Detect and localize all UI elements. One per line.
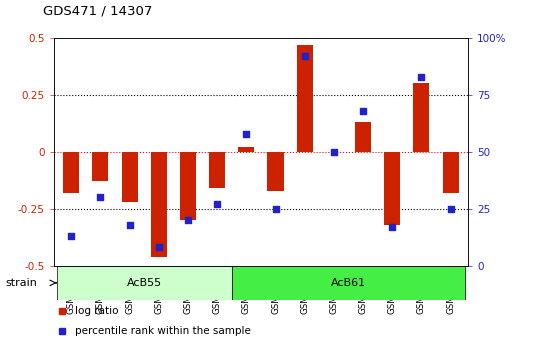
Bar	[267, 152, 284, 190]
Bar	[63, 152, 79, 193]
Bar	[122, 152, 138, 202]
Point	[330, 149, 338, 155]
Point	[446, 206, 455, 211]
Point	[154, 245, 163, 250]
Text: percentile rank within the sample: percentile rank within the sample	[74, 326, 250, 336]
Bar	[413, 83, 429, 152]
Point	[125, 222, 134, 227]
Point	[213, 201, 222, 207]
Text: GDS471 / 14307: GDS471 / 14307	[43, 4, 152, 17]
Point	[67, 233, 76, 239]
Text: log ratio: log ratio	[74, 306, 118, 315]
Bar	[180, 152, 196, 220]
Point	[96, 195, 105, 200]
Bar	[443, 152, 458, 193]
Text: strain: strain	[5, 278, 37, 288]
Bar	[384, 152, 400, 225]
Bar	[151, 152, 167, 257]
Bar	[232, 266, 465, 300]
Bar	[355, 122, 371, 152]
Bar	[238, 147, 254, 152]
Text: AcB61: AcB61	[331, 278, 366, 288]
Text: AcB55: AcB55	[126, 278, 162, 288]
Bar	[209, 152, 225, 188]
Point	[271, 206, 280, 211]
Bar	[296, 45, 313, 152]
Point	[242, 131, 251, 136]
Point	[183, 217, 192, 223]
Point	[388, 224, 397, 230]
Point	[417, 74, 426, 79]
Point	[359, 108, 367, 114]
Bar	[93, 152, 109, 181]
Bar	[56, 266, 232, 300]
Point	[300, 53, 309, 59]
